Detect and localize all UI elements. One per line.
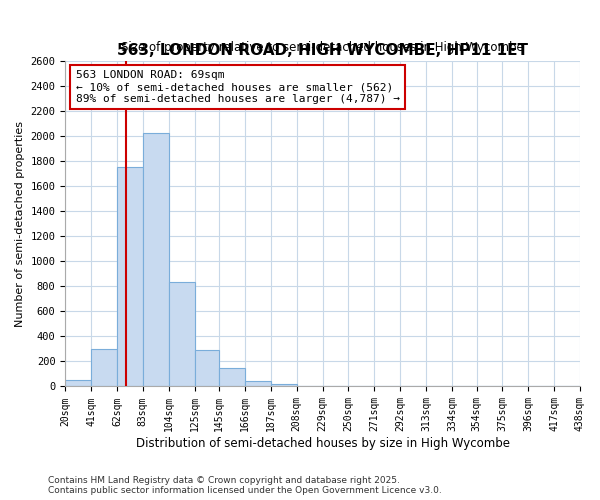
Bar xyxy=(219,368,245,386)
Bar xyxy=(271,384,297,386)
Text: Size of property relative to semi-detached houses in High Wycombe: Size of property relative to semi-detach… xyxy=(121,41,524,54)
Bar xyxy=(169,282,194,387)
Bar xyxy=(245,382,271,386)
Bar xyxy=(65,380,91,386)
X-axis label: Distribution of semi-detached houses by size in High Wycombe: Distribution of semi-detached houses by … xyxy=(136,437,509,450)
Bar xyxy=(91,349,117,387)
Bar xyxy=(143,134,169,386)
Bar xyxy=(117,167,143,386)
Text: 563 LONDON ROAD: 69sqm
← 10% of semi-detached houses are smaller (562)
89% of se: 563 LONDON ROAD: 69sqm ← 10% of semi-det… xyxy=(76,70,400,104)
Text: Contains HM Land Registry data © Crown copyright and database right 2025.
Contai: Contains HM Land Registry data © Crown c… xyxy=(48,476,442,495)
Title: 563, LONDON ROAD, HIGH WYCOMBE, HP11 1ET: 563, LONDON ROAD, HIGH WYCOMBE, HP11 1ET xyxy=(117,43,528,58)
Y-axis label: Number of semi-detached properties: Number of semi-detached properties xyxy=(15,120,25,326)
Bar xyxy=(194,350,219,387)
